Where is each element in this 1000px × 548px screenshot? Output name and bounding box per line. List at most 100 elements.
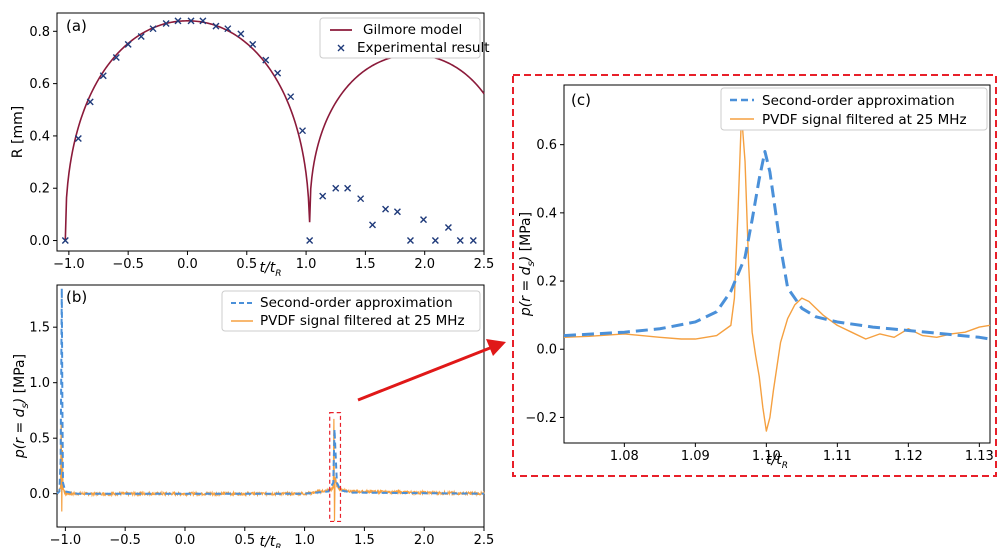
inset-frame xyxy=(512,74,997,477)
experimental-point xyxy=(274,69,282,77)
experimental-point xyxy=(99,72,107,80)
plot-frame xyxy=(56,284,485,528)
y-tick-label: 0.6 xyxy=(29,77,50,92)
x-tick-label: 1.09 xyxy=(681,449,710,464)
legend-approx-label: Second-order approximation xyxy=(260,295,453,311)
x-tick-label: 2.0 xyxy=(414,533,435,548)
y-axis-label-a: R [mm] xyxy=(10,106,26,158)
y-tick-label: 0.4 xyxy=(536,206,557,221)
experimental-point xyxy=(237,30,245,38)
annotation-overlay xyxy=(357,74,997,477)
experimental-point xyxy=(319,192,327,200)
legend-frame xyxy=(221,290,481,332)
y-tick-label: 1.5 xyxy=(29,321,50,336)
x-tick-label: 0.5 xyxy=(234,533,255,548)
x-tick-label: 0.0 xyxy=(177,257,198,272)
experimental-point xyxy=(382,205,390,213)
x-tick-label: −0.5 xyxy=(112,257,144,272)
experimental-point xyxy=(406,237,414,245)
experimental-point xyxy=(112,53,120,61)
panel-b: −1.0 −0.5 0.0 0.5 1.0 1.5 2.0 2.5 0.0 0.5 1.0 1.5 (b… xyxy=(12,284,494,548)
experimental-point xyxy=(124,40,132,48)
experimental-point xyxy=(137,33,145,41)
y-tick-label: 0.4 xyxy=(29,129,50,144)
experimental-point xyxy=(187,17,195,25)
panel-a: −1.0 −0.5 0.0 0.5 1.0 1.5 2.0 2.5 0.0 0.2 0.4 0.6 0.… xyxy=(10,12,495,279)
experimental-point xyxy=(74,135,82,143)
x-tick-label: 1.10 xyxy=(752,449,781,464)
x-tick-label: −1.0 xyxy=(50,533,82,548)
legend-c: Second-order approximation PVDF signal fi… xyxy=(720,87,988,131)
x-tick-label: 1.11 xyxy=(823,449,852,464)
y-tick-label: 0.6 xyxy=(536,138,557,153)
x-axis-label-a: t/tR xyxy=(260,260,282,279)
x-tick-label: 1.12 xyxy=(894,449,923,464)
x-tick-label: 2.0 xyxy=(414,257,435,272)
experimental-point xyxy=(299,127,307,135)
zoom-region-box xyxy=(329,412,342,523)
panel-label-b: (b) xyxy=(66,288,87,306)
second-order-approx-line xyxy=(563,149,991,341)
x-axis-label-b: t/tR xyxy=(260,534,282,548)
legend-pvdf-label: PVDF signal filtered at 25 MHz xyxy=(260,313,465,329)
experimental-point xyxy=(249,40,257,48)
experimental-point xyxy=(149,25,157,33)
y-axis-label-c: p(r = ds) [MPa] xyxy=(518,212,537,317)
x-tick-label: −0.5 xyxy=(109,533,141,548)
x-axis-label-c: t/tR xyxy=(766,452,788,471)
experimental-point xyxy=(332,184,340,192)
second-order-approx-line xyxy=(56,288,485,495)
x-tick-label: 1.5 xyxy=(354,533,375,548)
y-tick-label: 0.2 xyxy=(29,182,50,197)
x-tick-label: 1.0 xyxy=(296,257,317,272)
x-tick-label: 1.13 xyxy=(965,449,994,464)
x-tick-label: 2.5 xyxy=(474,257,495,272)
legend-pvdf-label: PVDF signal filtered at 25 MHz xyxy=(762,112,967,128)
legend-frame xyxy=(319,17,481,59)
experimental-point xyxy=(344,184,352,192)
experimental-point xyxy=(393,208,401,216)
experimental-point xyxy=(162,19,170,27)
x-tick-label: 0.5 xyxy=(236,257,257,272)
plot-frame xyxy=(563,84,991,444)
experimental-point xyxy=(306,237,314,245)
experimental-point xyxy=(224,25,232,33)
experimental-point xyxy=(61,237,69,245)
x-tick-label: 1.5 xyxy=(355,257,376,272)
experimental-point xyxy=(262,56,270,64)
experimental-point xyxy=(444,223,452,231)
experimental-point xyxy=(420,216,428,224)
experimental-point xyxy=(369,221,377,229)
zoom-arrow-head xyxy=(486,339,506,356)
panel-c: 1.08 1.09 1.10 1.11 1.12 1.13 −0.2 0.0 0.2 0.4 0.6… xyxy=(518,84,994,471)
y-tick-label: 0.8 xyxy=(29,25,50,40)
legend-experimental-label: Experimental result xyxy=(357,40,490,56)
pvdf-signal-line xyxy=(56,418,485,522)
y-tick-label: 0.0 xyxy=(536,343,557,358)
x-tick-label: 1.0 xyxy=(294,533,315,548)
experimental-point xyxy=(357,195,365,203)
legend-approx-label: Second-order approximation xyxy=(762,93,955,109)
experimental-point xyxy=(174,17,182,25)
experimental-point xyxy=(287,93,295,101)
experimental-point xyxy=(456,237,464,245)
plot-frame xyxy=(56,12,485,252)
experimental-point xyxy=(86,98,94,106)
y-axis-label-b: p(r = ds) [MPa] xyxy=(12,354,31,459)
pvdf-signal-line xyxy=(563,113,991,432)
legend-b: Second-order approximation PVDF signal fi… xyxy=(221,290,481,332)
x-tick-label: 0.0 xyxy=(175,533,196,548)
y-tick-label: 1.0 xyxy=(29,376,50,391)
y-tick-label: 0.5 xyxy=(29,432,50,447)
y-tick-label: 0.0 xyxy=(29,234,50,249)
legend-gilmore-label: Gilmore model xyxy=(363,22,462,38)
x-tick-label: 1.08 xyxy=(610,449,639,464)
experimental-point xyxy=(469,237,477,245)
y-tick-label: 0.0 xyxy=(29,487,50,502)
legend-frame xyxy=(720,87,988,131)
experimental-point xyxy=(199,17,207,25)
legend-a: Gilmore model Experimental result xyxy=(319,17,490,59)
zoom-arrow-line xyxy=(357,346,491,402)
y-tick-label: 0.2 xyxy=(536,275,557,290)
